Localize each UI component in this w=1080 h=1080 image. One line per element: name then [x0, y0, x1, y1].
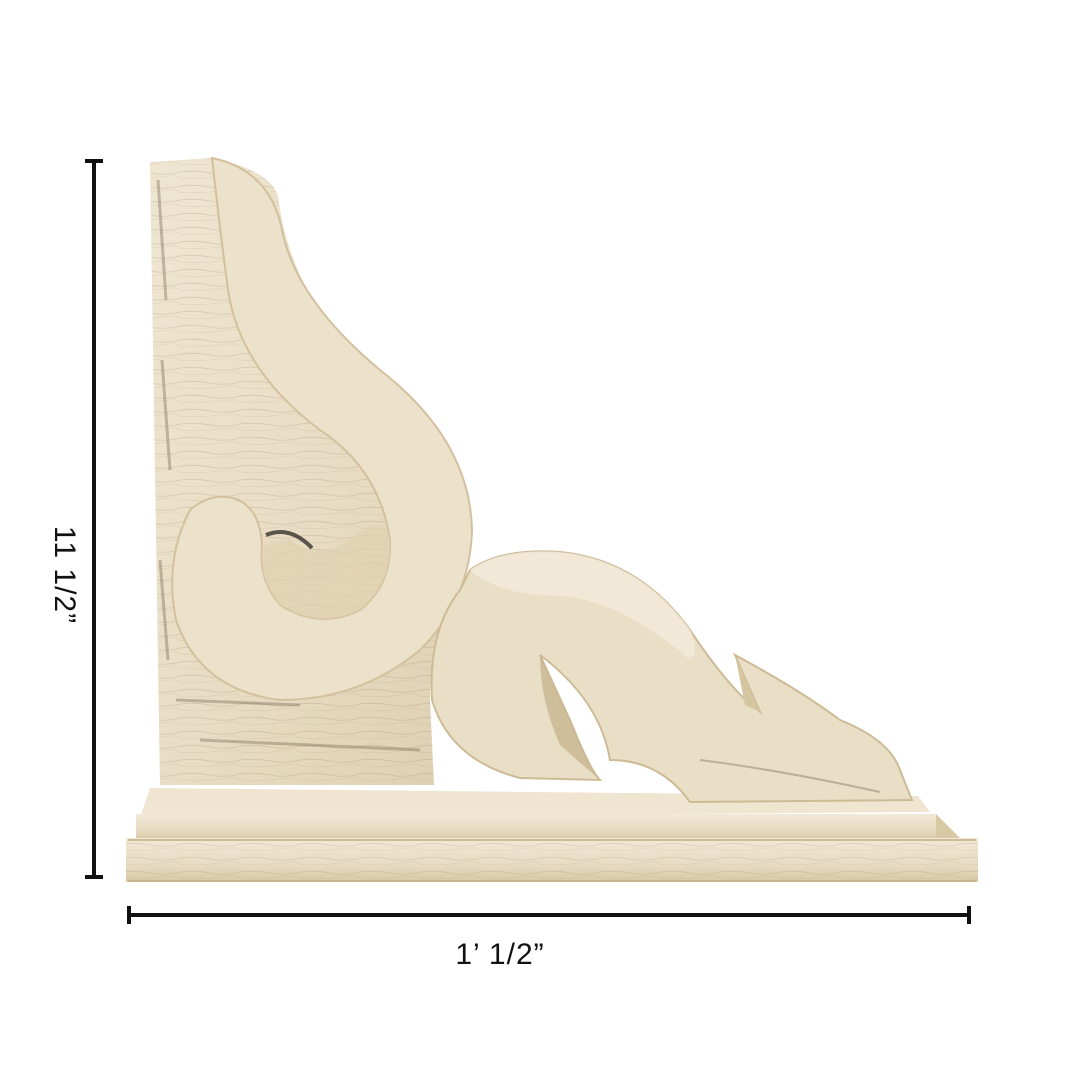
height-dimension-line	[92, 161, 96, 878]
height-dimension-cap-top	[85, 159, 103, 163]
height-dimension-label: 11 1/2”	[48, 525, 81, 625]
corbel-lower-scroll	[430, 550, 914, 804]
width-dimension-cap-left	[127, 906, 131, 924]
corbel-upper-scroll	[171, 156, 474, 702]
corbel-base	[126, 788, 978, 882]
width-dimension-cap-right	[967, 906, 971, 924]
height-dimension-cap-bottom	[85, 875, 103, 879]
width-dimension-label: 1’ 1/2”	[455, 938, 545, 971]
width-dimension-line	[129, 913, 970, 917]
